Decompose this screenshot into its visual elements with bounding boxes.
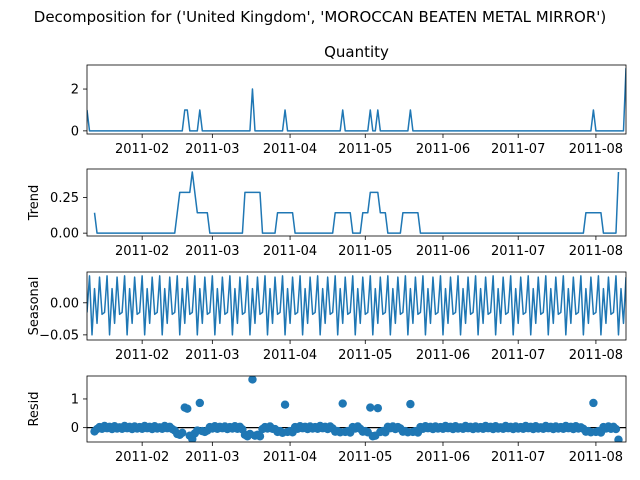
x-tick-label: 2011-06 [416, 348, 470, 363]
trend-series-line [93, 171, 620, 234]
x-tick-label: 2011-06 [416, 244, 470, 259]
x-tick-label: 2011-07 [491, 244, 545, 259]
x-tick-label: 2011-02 [115, 348, 169, 363]
resid-point [255, 432, 265, 441]
x-tick-label: 2011-05 [338, 142, 392, 157]
resid-point [611, 424, 621, 434]
x-tick-label: 2011-08 [569, 142, 623, 157]
y-tick-label: 2 [71, 83, 79, 98]
resid-point [406, 399, 415, 409]
x-tick-label: 2011-02 [115, 244, 169, 259]
y-tick-label: 1 [71, 392, 79, 407]
panels: Quantity 2011-02 2011-03 2011-04 2011-05 2011… [27, 43, 627, 465]
axes-frame [86, 168, 627, 237]
plot-area [87, 275, 626, 336]
x-tick-label: 2011-04 [263, 142, 317, 157]
axes-frame [86, 271, 627, 341]
y-axis-label: Trend [27, 185, 42, 222]
panel-2: Trend 2011-02 2011-03 2011-04 2011-05 2011-06… [27, 168, 627, 259]
quantity-series-line [87, 68, 626, 132]
axes-frame [86, 375, 627, 443]
figure-suptitle: Decomposition for ('United Kingdom', 'MO… [34, 8, 606, 26]
x-tick-label: 2011-08 [569, 244, 623, 259]
x-tick-label: 2011-05 [338, 348, 392, 363]
seasonal-series-line [87, 275, 626, 336]
resid-point [338, 399, 347, 408]
x-tick-label: 2011-06 [416, 142, 470, 157]
x-tick-label: 2011-03 [185, 348, 239, 363]
x-tick-label: 2011-08 [569, 450, 623, 465]
panel-title: Quantity [324, 43, 389, 61]
y-tick-label: 0.00 [50, 296, 79, 311]
x-tick-label: 2011-07 [491, 450, 545, 465]
y-tick-label: 0 [71, 421, 79, 436]
resid-point [366, 403, 375, 412]
plot-area [93, 171, 620, 234]
resid-point [195, 398, 205, 408]
x-tick-label: 2011-03 [185, 244, 239, 259]
resid-point [183, 404, 192, 413]
panel-1: Quantity 2011-02 2011-03 2011-04 2011-05 2011… [71, 43, 627, 157]
x-tick-label: 2011-02 [115, 450, 169, 465]
x-tick-label: 2011-05 [338, 450, 392, 465]
x-tick-label: 2011-05 [338, 244, 392, 259]
x-tick-label: 2011-06 [416, 450, 470, 465]
panel-3: Seasonal 2011-02 2011-03 2011-04 2011-05 2011… [27, 271, 627, 363]
x-tick-label: 2011-03 [185, 450, 239, 465]
x-tick-label: 2011-04 [263, 348, 317, 363]
y-tick-label: 0 [71, 124, 79, 139]
axes-frame [86, 64, 627, 135]
x-tick-label: 2011-08 [569, 348, 623, 363]
x-tick-label: 2011-07 [491, 348, 545, 363]
plot-area [87, 376, 626, 442]
x-tick-label: 2011-03 [185, 142, 239, 157]
resid-point [373, 403, 383, 413]
resid-point [589, 398, 598, 408]
panel-4: Resid 2011-02 2011-03 2011-04 2011-05 2011-06… [27, 375, 627, 465]
y-tick-label: −0.05 [39, 328, 79, 343]
y-axis-label: Resid [27, 391, 42, 426]
resid-point [280, 400, 290, 409]
resid-point [248, 376, 257, 384]
plot-area [87, 68, 626, 132]
y-axis-label: Seasonal [27, 277, 42, 336]
x-tick-label: 2011-04 [263, 450, 317, 465]
resid-point [614, 435, 623, 442]
x-tick-label: 2011-02 [115, 142, 169, 157]
x-tick-label: 2011-04 [263, 244, 317, 259]
y-tick-label: 0.00 [50, 227, 79, 242]
y-tick-label: 0.25 [50, 191, 79, 206]
resid-point [178, 428, 187, 438]
x-tick-label: 2011-07 [491, 142, 545, 157]
